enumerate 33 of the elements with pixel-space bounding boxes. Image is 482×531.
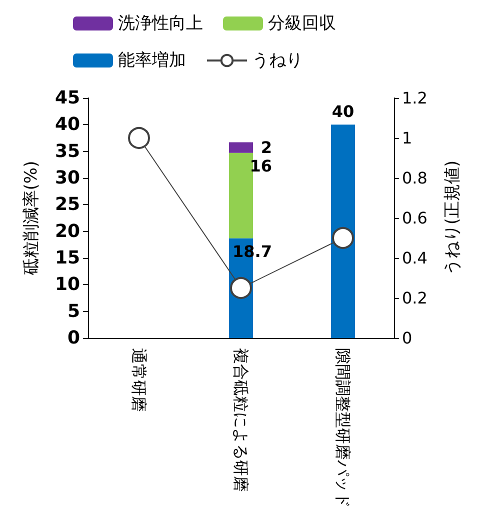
- y-tick-label: 5: [67, 300, 80, 322]
- legend-label: 分級回収: [268, 14, 336, 34]
- data-label: 2: [260, 138, 272, 158]
- y2-axis-title: うねり(正規値): [442, 160, 462, 276]
- point: [332, 227, 354, 249]
- y-tick-label: 0: [67, 328, 80, 348]
- y-tick-label: 45: [54, 88, 80, 108]
- legend-label: 洗浄性向上: [118, 14, 203, 34]
- y2-tick-label: 1.2: [402, 88, 428, 108]
- y2-tick-label: 0.4: [402, 248, 428, 268]
- y-tick-label: 30: [54, 168, 80, 188]
- legend-label: 能率増加: [118, 50, 186, 70]
- x-tick-label: 隙間調整型研磨パッド: [334, 348, 352, 508]
- y-tick-label: 15: [54, 248, 80, 268]
- x-tick-label: 通常研磨: [130, 348, 148, 412]
- y2-tick-label: 0.8: [402, 168, 428, 188]
- y2-tick-label: 0: [402, 328, 412, 348]
- y2-tick-label: 0.2: [402, 288, 428, 308]
- y2-tick-label: 0.6: [402, 208, 428, 228]
- point: [230, 277, 252, 299]
- data-label: 40: [332, 102, 354, 122]
- x-tick-label: 複合砥粒による研磨: [232, 348, 250, 492]
- y-tick-label: 20: [54, 220, 80, 242]
- y-tick-label: 35: [54, 140, 80, 162]
- bar: [331, 124, 355, 338]
- bar: [229, 142, 253, 153]
- y-tick-label: 40: [54, 114, 80, 136]
- y-axis-title: 砥粒削減率(%): [22, 160, 42, 276]
- y-tick-label: 25: [54, 194, 80, 216]
- bar: [229, 152, 253, 238]
- legend-label: うねり: [252, 50, 303, 70]
- y2-tick-label: 1: [402, 128, 412, 148]
- y-tick-label: 10: [54, 274, 80, 296]
